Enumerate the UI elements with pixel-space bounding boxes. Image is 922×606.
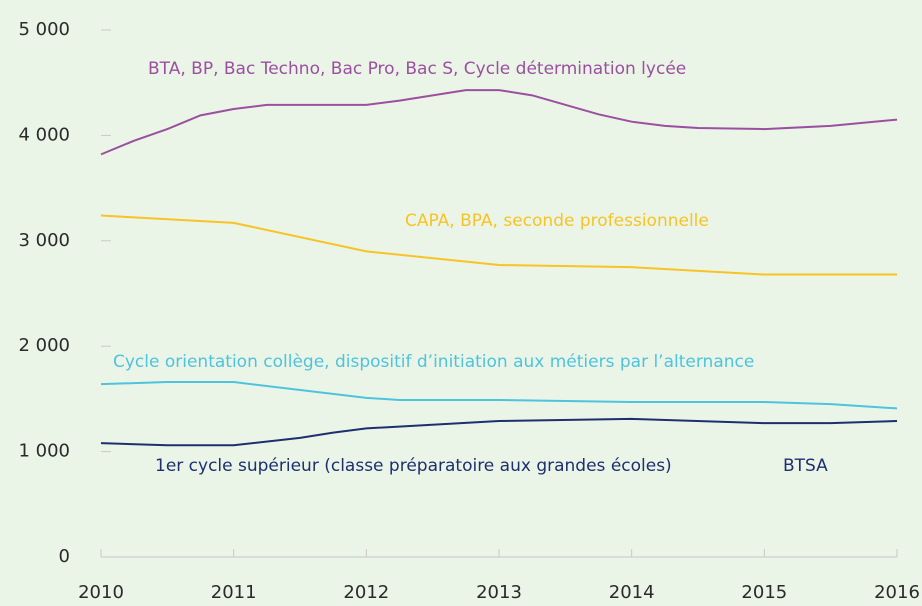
series-line [100, 417, 898, 447]
x-tick-label: 2015 [741, 582, 787, 603]
y-tick-label: 3 000 [18, 230, 70, 251]
annotation: BTSA [783, 456, 828, 476]
y-tick-label: 2 000 [18, 335, 70, 356]
series-label: CAPA, BPA, seconde professionnelle [405, 211, 709, 231]
x-tick-label: 2010 [78, 582, 124, 603]
series-label: Cycle orientation collège, dispositif d’… [113, 352, 754, 372]
y-tick-label: 1 000 [18, 441, 70, 462]
series-line [100, 89, 898, 156]
x-tick-label: 2012 [343, 582, 389, 603]
y-tick-label: 0 [59, 546, 70, 567]
x-tick-label: 2013 [476, 582, 522, 603]
series-line [100, 214, 897, 276]
y-tick-label: 4 000 [18, 124, 70, 145]
y-tick-label: 5 000 [18, 19, 70, 40]
series-line [100, 381, 898, 410]
series-label: 1er cycle supérieur (classe préparatoire… [155, 456, 672, 476]
x-tick-label: 2016 [874, 582, 920, 603]
x-tick-label: 2011 [211, 582, 257, 603]
x-tick-label: 2014 [609, 582, 655, 603]
series-label: BTA, BP, Bac Techno, Bac Pro, Bac S, Cyc… [148, 59, 686, 79]
